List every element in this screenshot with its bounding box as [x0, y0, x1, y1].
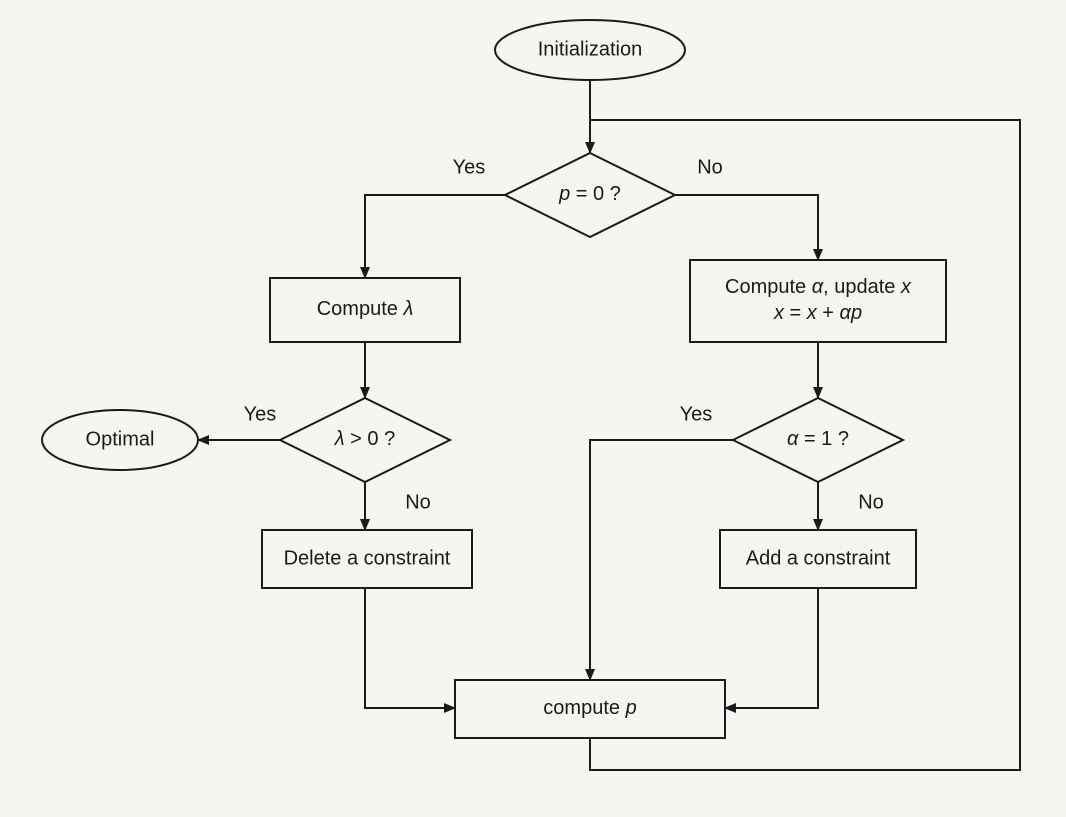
- node-alpha_one: α = 1 ?: [733, 398, 903, 482]
- edge-add_to_compute: [725, 588, 818, 708]
- node-label-delete_con: Delete a constraint: [284, 547, 451, 569]
- node-optimal: Optimal: [42, 410, 198, 470]
- node-lambda_pos: λ > 0 ?: [280, 398, 450, 482]
- edge-label-lambda_yes: Yes: [244, 403, 277, 425]
- node-label-p_zero: p = 0 ?: [558, 183, 621, 205]
- node-label-compute_lambda: Compute λ: [317, 298, 414, 320]
- edge-label-alpha_no: No: [858, 491, 884, 513]
- node-label-compute_alpha-line0: Compute α, update x: [725, 276, 912, 298]
- edge-label-alpha_yes: Yes: [680, 403, 713, 425]
- node-compute_lambda: Compute λ: [270, 278, 460, 342]
- node-label-compute_p: compute p: [543, 697, 636, 719]
- node-compute_alpha: Compute α, update x x = x + αp: [690, 260, 946, 342]
- node-compute_p: compute p: [455, 680, 725, 738]
- node-add_con: Add a constraint: [720, 530, 916, 588]
- edge-pzero_no: [675, 195, 818, 260]
- node-label-init: Initialization: [538, 38, 643, 60]
- node-p_zero: p = 0 ?: [505, 153, 675, 237]
- node-label-lambda_pos: λ > 0 ?: [334, 428, 395, 450]
- node-label-alpha_one: α = 1 ?: [787, 428, 849, 450]
- node-label-add_con: Add a constraint: [746, 547, 891, 569]
- node-delete_con: Delete a constraint: [262, 530, 472, 588]
- edge-label-pzero_no: No: [697, 156, 723, 178]
- node-label-compute_alpha-line1: x = x + αp: [773, 302, 862, 324]
- node-label-optimal: Optimal: [86, 428, 155, 450]
- edge-delete_to_compute: [365, 588, 455, 708]
- edge-label-pzero_yes: Yes: [453, 156, 486, 178]
- node-init: Initialization: [495, 20, 685, 80]
- edge-pzero_yes: [365, 195, 505, 278]
- edge-label-lambda_no: No: [405, 491, 431, 513]
- edge-alpha_yes: [590, 440, 733, 680]
- flowchart-canvas: Initialization p = 0 ? Compute λ Compute α,…: [0, 0, 1066, 817]
